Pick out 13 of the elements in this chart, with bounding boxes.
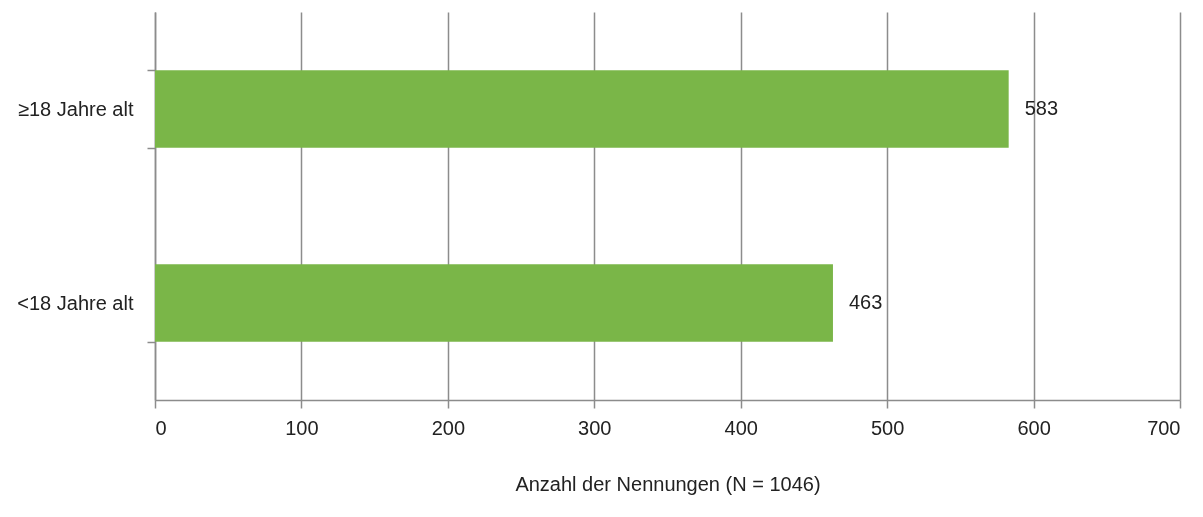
data-label: 583 [1024, 97, 1059, 119]
x-tick-label: 200 [431, 416, 466, 439]
x-tick-label: 500 [870, 416, 905, 439]
data-label: 463 [848, 291, 883, 313]
x-tick-label: 400 [724, 416, 758, 439]
x-tick-label: 300 [578, 416, 612, 439]
x-tick-label: 700 [1147, 416, 1181, 439]
x-tick-label: 600 [1017, 416, 1051, 439]
x-axis-title: Anzahl der Nennungen (N = 1046) [515, 472, 821, 495]
y-tick-label: ≥18 Jahre alt [18, 97, 134, 120]
x-tick-label: 0 [155, 416, 167, 439]
x-tick-label: 100 [285, 416, 319, 439]
y-tick-label: <18 Jahre alt [17, 291, 134, 314]
